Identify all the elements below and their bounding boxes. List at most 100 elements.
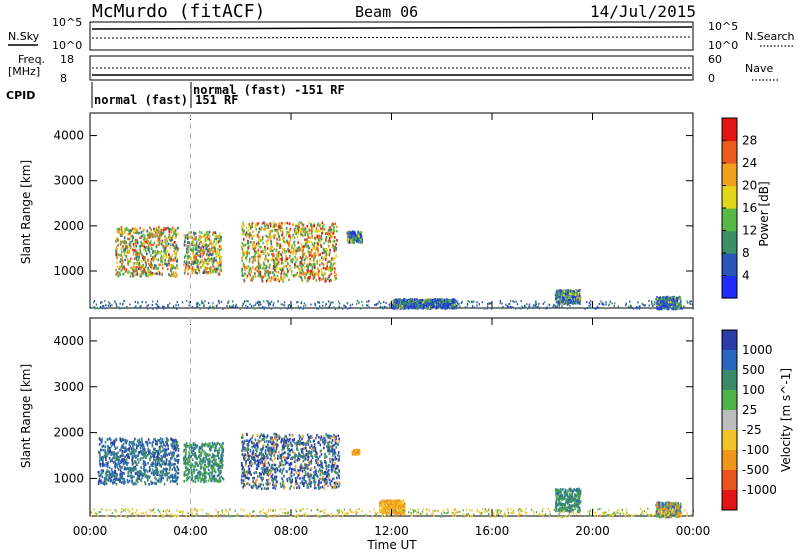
heatmap-cell: [114, 462, 117, 465]
heatmap-cell: [176, 227, 179, 230]
heatmap-cell: [280, 258, 282, 261]
heatmap-cell: [416, 300, 418, 303]
heatmap-cell: [296, 247, 299, 250]
heatmap-cell: [192, 262, 195, 266]
heatmap-cell: [155, 252, 157, 256]
heatmap-cell: [187, 264, 189, 268]
heatmap-cell: [319, 236, 322, 240]
heatmap-cell: [129, 445, 131, 448]
heatmap-cell: [280, 253, 283, 257]
heatmap-cell: [243, 229, 246, 233]
heatmap-cell: [405, 298, 407, 302]
heatmap-cell: [165, 241, 167, 245]
heatmap-cell: [287, 231, 290, 234]
heatmap-cell: [132, 482, 135, 486]
heatmap-cell: [127, 259, 129, 262]
heatmap-cell: [210, 257, 213, 260]
heatmap-cell: [281, 258, 283, 262]
heatmap-cell: [195, 245, 197, 248]
heatmap-cell: [556, 305, 558, 308]
heatmap-cell: [556, 293, 559, 297]
heatmap-cell: [124, 247, 127, 251]
heatmap-cell: [453, 304, 456, 307]
heatmap-cell: [185, 300, 188, 302]
heatmap-cell: [93, 306, 96, 309]
heatmap-cell: [176, 482, 178, 485]
heatmap-cell: [152, 307, 154, 310]
heatmap-cell: [172, 258, 175, 261]
heatmap-cell: [294, 232, 296, 235]
heatmap-cell: [98, 451, 101, 454]
heatmap-cell: [149, 458, 151, 462]
heatmap-cell: [313, 256, 316, 260]
heatmap-cell: [212, 253, 214, 256]
heatmap-cell: [449, 303, 451, 306]
heatmap-cell: [146, 305, 148, 308]
y-tick-label: 4000: [53, 129, 84, 143]
freq-tick-bottom: 8: [60, 72, 67, 85]
heatmap-cell: [487, 302, 489, 305]
heatmap-cell: [114, 478, 117, 481]
heatmap-cell: [101, 437, 104, 441]
heatmap-cell: [171, 238, 173, 242]
heatmap-cell: [162, 471, 165, 475]
heatmap-cell: [137, 301, 139, 304]
heatmap-cell: [212, 454, 215, 457]
heatmap-cell: [127, 471, 129, 474]
heatmap-cell: [660, 301, 662, 304]
heatmap-cell: [292, 252, 294, 256]
heatmap-cell: [662, 297, 664, 301]
heatmap-cell: [278, 251, 280, 254]
heatmap-cell: [428, 306, 430, 310]
heatmap-cell: [563, 302, 565, 305]
heatmap-cell: [246, 300, 248, 302]
heatmap-cell: [290, 270, 293, 273]
heatmap-cell: [234, 305, 237, 308]
heatmap-cell: [288, 222, 291, 225]
heatmap-cell: [135, 231, 138, 235]
heatmap-cell: [153, 452, 156, 455]
heatmap-cell: [138, 255, 140, 259]
heatmap-cell: [333, 267, 336, 270]
heatmap-cell: [196, 272, 198, 275]
heatmap-cell: [99, 305, 102, 308]
heatmap-cell: [156, 479, 159, 483]
heatmap-cell: [299, 271, 301, 274]
heatmap-cell: [145, 272, 147, 275]
heatmap-cell: [153, 437, 155, 441]
heatmap-cell: [334, 262, 336, 265]
heatmap-cell: [169, 475, 172, 479]
heatmap-cell: [184, 236, 187, 240]
heatmap-cell: [120, 471, 123, 474]
heatmap-cell: [299, 263, 301, 267]
heatmap-cell: [557, 304, 559, 307]
heatmap-cell: [468, 300, 471, 303]
heatmap-cell: [306, 269, 308, 272]
heatmap-cell: [528, 303, 531, 306]
heatmap-cell: [501, 307, 503, 310]
heatmap-cell: [259, 271, 262, 274]
heatmap-cell: [212, 305, 214, 308]
date-label: 14/Jul/2015: [590, 2, 696, 21]
heatmap-cell: [108, 301, 110, 304]
heatmap-cell: [203, 450, 205, 453]
heatmap-cell: [308, 240, 311, 243]
heatmap-cell: [270, 276, 273, 279]
heatmap-cell: [214, 267, 217, 271]
heatmap-cell: [128, 440, 131, 444]
heatmap-cell: [206, 262, 208, 266]
heatmap-cell: [318, 238, 320, 242]
heatmap-cell: [195, 252, 198, 255]
heatmap-cell: [167, 242, 170, 246]
heatmap-cell: [119, 307, 121, 310]
noise-tick-top-right: 10^5: [708, 20, 738, 33]
heatmap-cell: [203, 444, 206, 448]
heatmap-cell: [218, 239, 221, 243]
heatmap-cell: [259, 245, 261, 249]
heatmap-cell: [279, 244, 282, 247]
heatmap-cell: [258, 239, 260, 242]
heatmap-cell: [159, 251, 161, 254]
heatmap-cell: [312, 259, 315, 262]
heatmap-cell: [300, 246, 303, 249]
heatmap-cell: [201, 302, 203, 305]
